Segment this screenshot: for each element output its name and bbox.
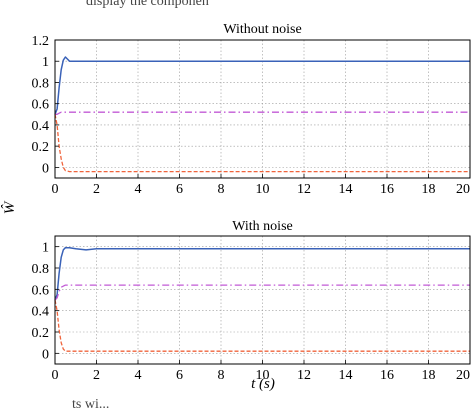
shared-ylabel: Ŵ [1,200,18,214]
series-line-magenta [54,284,470,301]
x-tick-label: 14 [339,182,353,197]
series-line-orange [54,114,470,173]
figure-caption-bottom: ts wi... [72,397,110,412]
x-tick-label: 0 [52,182,59,197]
y-tick-label: 0.4 [32,305,50,320]
y-tick-label: 1 [42,55,49,70]
chart-title: With noise [232,219,292,234]
y-tick-label: 0.4 [32,119,50,134]
chart-without-noise: 0 2 4 6 8 10 12 14 16 18 20 0 0.2 0.4 0.6 0.8 1 1.2 Withou… [32,22,471,197]
series-line-blue [54,56,470,115]
x-tick-label: 0 [52,368,59,383]
series-line-blue [54,246,470,301]
x-tick-label: 10 [256,182,270,197]
x-tick-label: 6 [176,368,183,383]
series-line-orange [54,299,470,352]
y-tick-label: 0 [42,161,49,176]
x-tick-label: 4 [135,368,142,383]
plot-area [55,40,470,178]
x-tick-label: 16 [380,368,394,383]
shared-xlabel: t (s) [251,376,275,392]
series-line-magenta [55,111,470,115]
y-tick-label: 0.8 [32,262,50,277]
x-tick-label: 8 [218,368,225,383]
x-tick-label: 18 [422,368,436,383]
chart-title: Without noise [223,22,301,37]
x-tick-label: 16 [380,182,394,197]
x-tick-label: 20 [456,368,470,383]
y-tick-label: 0.6 [32,283,50,298]
figure-caption-top: display the componen [86,0,209,9]
y-tick-label: 0.8 [32,76,50,91]
y-tick-label: 0.2 [32,326,50,341]
y-tick-label: 0 [42,347,49,362]
x-tick-label: 6 [176,182,183,197]
y-tick-label: 0.6 [32,98,50,113]
x-tick-label: 4 [135,182,142,197]
x-tick-label: 12 [297,368,311,383]
y-tick-label: 0.2 [32,140,50,155]
x-tick-label: 2 [93,368,100,383]
x-tick-label: 18 [422,182,436,197]
x-tick-label: 14 [339,368,353,383]
x-tick-label: 12 [297,182,311,197]
y-tick-label: 1 [42,241,49,256]
y-tick-label: 1.2 [32,34,50,49]
chart-with-noise: 0 2 4 6 8 10 12 14 16 18 20 0 0.2 0.4 0.6 0.8 1 With nois… [32,219,471,383]
x-tick-label: 2 [93,182,100,197]
x-tick-label: 8 [218,182,225,197]
x-tick-label: 20 [456,182,470,197]
x-tick-label: 10 [256,368,270,383]
